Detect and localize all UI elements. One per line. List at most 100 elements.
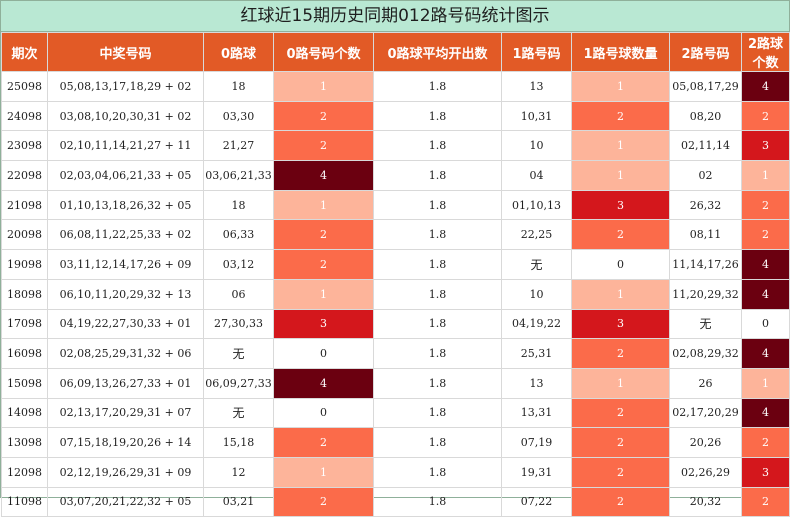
route0-avg-cell: 1.8 — [373, 278, 502, 310]
route1-numbers-cell: 13,31 — [501, 397, 572, 429]
route0-avg-cell: 1.8 — [373, 338, 502, 369]
period-cell: 13098 — [1, 427, 48, 458]
numbers-cell: 02,13,17,20,29,31 + 07 — [47, 397, 204, 429]
period-cell: 23098 — [1, 130, 48, 162]
route1-count-cell: 1 — [571, 367, 670, 399]
route2-numbers-cell: 02,17,20,29 — [669, 397, 742, 429]
route2-numbers-cell: 02,11,14 — [669, 130, 742, 162]
route0-count-cell: 2 — [273, 427, 374, 458]
route2-count-cell: 4 — [741, 397, 790, 429]
route1-count-cell: 2 — [571, 338, 670, 369]
route0-count-cell: 1 — [273, 456, 374, 488]
route1-numbers-cell: 01,10,13 — [501, 189, 572, 221]
route1-numbers-cell: 25,31 — [501, 338, 572, 369]
route0-count-cell: 4 — [273, 367, 374, 399]
header-row: 期次 中奖号码 0路球 0路号码个数 0路球平均开出数 1路号码 1路号球数量 … — [1, 32, 790, 72]
period-cell: 14098 — [1, 397, 48, 429]
route0-avg-cell: 1.8 — [373, 486, 502, 517]
numbers-cell: 06,09,13,26,27,33 + 01 — [47, 367, 204, 399]
route2-count-cell: 4 — [741, 249, 790, 280]
route2-count-cell: 4 — [741, 71, 790, 102]
route0-count-cell: 0 — [273, 338, 374, 369]
route0-avg-cell: 1.8 — [373, 367, 502, 399]
route2-numbers-cell: 02 — [669, 160, 742, 191]
period-cell: 22098 — [1, 160, 48, 191]
numbers-cell: 06,10,11,20,29,32 + 13 — [47, 278, 204, 310]
table-row: 12098 02,12,19,26,29,31 + 09 12 1 1.8 19,31 2 0… — [1, 456, 790, 488]
route1-count-cell: 1 — [571, 71, 670, 102]
numbers-cell: 04,19,22,27,30,33 + 01 — [47, 308, 204, 340]
table-row: 14098 02,13,17,20,29,31 + 07 无 0 1.8 13,31 2 02… — [1, 397, 790, 429]
period-cell: 24098 — [1, 100, 48, 132]
route1-count-cell: 0 — [571, 249, 670, 280]
period-cell: 16098 — [1, 338, 48, 369]
route2-numbers-cell: 20,32 — [669, 486, 742, 517]
route1-numbers-cell: 无 — [501, 249, 572, 280]
route0-count-cell: 4 — [273, 160, 374, 191]
table-row: 21098 01,10,13,18,26,32 + 05 18 1 1.8 01,10,1… — [1, 189, 790, 221]
route1-count-cell: 2 — [571, 397, 670, 429]
route0-count-cell: 2 — [273, 219, 374, 251]
route0-numbers-cell: 18 — [203, 71, 274, 102]
col-header-numbers: 中奖号码 — [47, 32, 204, 72]
route0-count-cell: 2 — [273, 100, 374, 132]
route0-count-cell: 0 — [273, 397, 374, 429]
route0-avg-cell: 1.8 — [373, 100, 502, 132]
numbers-cell: 03,11,12,14,17,26 + 09 — [47, 249, 204, 280]
route0-count-cell: 2 — [273, 486, 374, 517]
table-row: 11098 03,07,20,21,22,32 + 05 03,21 2 1.8 07,2… — [1, 486, 790, 517]
route1-numbers-cell: 07,22 — [501, 486, 572, 517]
col-header-route1: 1路号码 — [501, 32, 572, 72]
table-row: 23098 02,10,11,14,21,27 + 11 21,27 2 1.8 10 1 0… — [1, 130, 790, 162]
numbers-cell: 02,10,11,14,21,27 + 11 — [47, 130, 204, 162]
table-row: 18098 06,10,11,20,29,32 + 13 06 1 1.8 10 1 11,2… — [1, 278, 790, 310]
route0-numbers-cell: 03,12 — [203, 249, 274, 280]
route1-count-cell: 2 — [571, 219, 670, 251]
route0-count-cell: 1 — [273, 189, 374, 221]
period-cell: 12098 — [1, 456, 48, 488]
route2-count-cell: 1 — [741, 160, 790, 191]
col-header-route2: 2路号码 — [669, 32, 742, 72]
period-cell: 18098 — [1, 278, 48, 310]
period-cell: 11098 — [1, 486, 48, 517]
table-row: 17098 04,19,22,27,30,33 + 01 27,30,33 3 1.8 0… — [1, 308, 790, 340]
route2-numbers-cell: 26 — [669, 367, 742, 399]
route0-numbers-cell: 03,06,21,33 — [203, 160, 274, 191]
route1-numbers-cell: 10,31 — [501, 100, 572, 132]
route1-numbers-cell: 10 — [501, 130, 572, 162]
route0-numbers-cell: 无 — [203, 397, 274, 429]
period-cell: 17098 — [1, 308, 48, 340]
route1-numbers-cell: 10 — [501, 278, 572, 310]
route1-numbers-cell: 13 — [501, 367, 572, 399]
period-cell: 20098 — [1, 219, 48, 251]
route0-avg-cell: 1.8 — [373, 130, 502, 162]
route0-numbers-cell: 06,09,27,33 — [203, 367, 274, 399]
route0-numbers-cell: 21,27 — [203, 130, 274, 162]
table-row: 15098 06,09,13,26,27,33 + 01 06,09,27,33 4 1… — [1, 367, 790, 399]
route2-count-cell: 4 — [741, 338, 790, 369]
numbers-cell: 03,07,20,21,22,32 + 05 — [47, 486, 204, 517]
route0-numbers-cell: 03,30 — [203, 100, 274, 132]
period-cell: 19098 — [1, 249, 48, 280]
route1-count-cell: 1 — [571, 160, 670, 191]
route1-count-cell: 2 — [571, 486, 670, 517]
route1-numbers-cell: 04,19,22 — [501, 308, 572, 340]
route2-count-cell: 4 — [741, 278, 790, 310]
route0-avg-cell: 1.8 — [373, 71, 502, 102]
route2-count-cell: 2 — [741, 486, 790, 517]
route1-count-cell: 1 — [571, 130, 670, 162]
route2-numbers-cell: 08,20 — [669, 100, 742, 132]
route1-numbers-cell: 07,19 — [501, 427, 572, 458]
route0-numbers-cell: 27,30,33 — [203, 308, 274, 340]
table-body: 25098 05,08,13,17,18,29 + 02 18 1 1.8 13 1 05,0… — [1, 71, 790, 517]
chart-title: 红球近15期历史同期012路号码统计图示 — [1, 1, 789, 32]
route0-numbers-cell: 06 — [203, 278, 274, 310]
route2-numbers-cell: 11,14,17,26 — [669, 249, 742, 280]
route1-numbers-cell: 04 — [501, 160, 572, 191]
route0-avg-cell: 1.8 — [373, 160, 502, 191]
route2-count-cell: 0 — [741, 308, 790, 340]
route2-numbers-cell: 26,32 — [669, 189, 742, 221]
table-row: 25098 05,08,13,17,18,29 + 02 18 1 1.8 13 1 05,0… — [1, 71, 790, 102]
route0-numbers-cell: 03,21 — [203, 486, 274, 517]
